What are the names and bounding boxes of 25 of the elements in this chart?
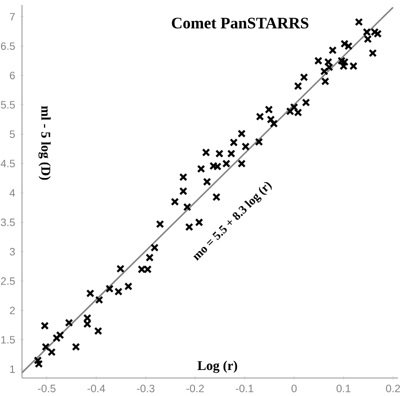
x-tick-label: -0.5 <box>38 384 56 392</box>
annotation: mo = 5.5 + 8.3 log (r) <box>193 182 272 261</box>
y-tick-label: 6.5 <box>1 42 15 50</box>
y-tick-label: 2 <box>10 306 15 314</box>
x-tick-label: -0.1 <box>236 384 254 392</box>
x-axis-title: Log (r) <box>198 360 238 373</box>
text: Comet PanSTARRS <box>172 18 308 28</box>
y-tick-label: 7 <box>10 13 15 20</box>
y-axis-title: ml - 5 log (D) <box>38 106 51 180</box>
y-tick-label: 5 <box>10 130 15 138</box>
y-tick-label: 4.5 <box>0 160 15 168</box>
y-tick-label: 4 <box>10 189 15 197</box>
x-tick-label: -0.3 <box>136 384 154 392</box>
y-tick-label: 1 <box>10 366 15 373</box>
y-tick-label: 3 <box>10 248 15 256</box>
x-tick-label: -0.4 <box>88 384 106 392</box>
x-tick-label: 0 <box>292 384 297 392</box>
y-tick-label: 1.5 <box>1 336 15 344</box>
y-tick-label: 2.5 <box>1 277 15 285</box>
x-tick-label: 0.1 <box>336 384 350 392</box>
y-tick-label: 6 <box>10 72 15 80</box>
y-tick-label: 5.5 <box>0 101 15 109</box>
x-tick-label: -0.2 <box>186 384 204 392</box>
x-tick-label: 0.2 <box>386 384 400 392</box>
y-tick-label: 3.5 <box>0 218 15 226</box>
